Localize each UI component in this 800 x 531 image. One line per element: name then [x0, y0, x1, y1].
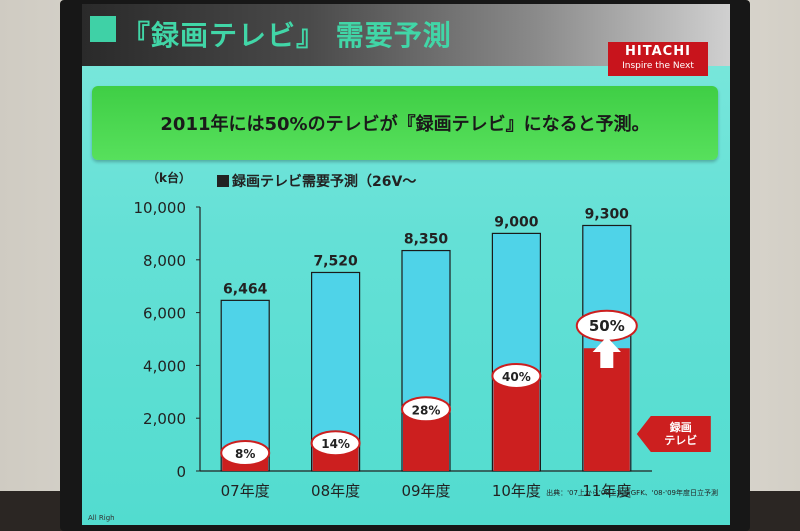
legend-label: テレビ — [664, 433, 697, 447]
chart-title-text: 録画テレビ需要予測（26V～ — [232, 174, 417, 190]
total-value-label: 6,464 — [223, 281, 268, 297]
y-tick-label: 0 — [176, 463, 186, 481]
total-value-label: 7,520 — [313, 253, 358, 269]
logo-tagline: Inspire the Next — [622, 61, 694, 71]
share-label: 28% — [412, 403, 441, 417]
legend-tag — [636, 416, 711, 453]
share-ellipse — [220, 440, 271, 466]
share-label: 14% — [321, 437, 350, 451]
x-tick-label: 11年度 — [582, 482, 631, 500]
share-label: 40% — [502, 370, 531, 384]
total-value-label: 9,300 — [585, 206, 630, 222]
total-value-label: 9,000 — [494, 214, 539, 230]
share-ellipse — [491, 362, 542, 389]
total-value-label: 8,350 — [404, 232, 449, 248]
x-tick-label: 07年度 — [221, 482, 270, 500]
x-tick-label: 08年度 — [311, 482, 360, 500]
recording-tv-bar — [493, 375, 540, 471]
slide-screen: 『録画テレビ』 需要予測 HITACHI Inspire the Next 20… — [82, 4, 730, 525]
y-tick-label: 8,000 — [143, 252, 186, 270]
share-ellipse — [310, 430, 361, 457]
headline-banner: 2011年には50%のテレビが『録画テレビ』になると予測。 — [92, 86, 718, 160]
share-label: 50% — [589, 317, 625, 335]
source-note: 出典：'07上から'08上実績GFK、'08-'09年度日立予測 — [546, 489, 718, 497]
recording-tv-bar — [583, 348, 630, 471]
bar-chart: 0 2,000 4,000 6,000 8,000 10,000 6,464 8% 07年度 7,… — [134, 199, 711, 500]
y-tick-label: 10,000 — [134, 199, 187, 217]
y-tick-label: 6,000 — [143, 305, 186, 323]
title-square-icon — [90, 16, 116, 42]
legend-label: 録画 — [670, 420, 692, 434]
y-tick-label: 2,000 — [143, 410, 186, 428]
headline-text: 2011年には50%のテレビが『録画テレビ』になると予測。 — [160, 114, 650, 135]
slide-title: 『録画テレビ』 需要予測 — [122, 19, 452, 52]
hitachi-logo: HITACHI Inspire the Next — [608, 42, 708, 76]
y-tick-label: 4,000 — [143, 357, 186, 375]
arrow-up-icon — [592, 336, 621, 368]
share-label: 8% — [235, 447, 255, 461]
x-tick-label: 09年度 — [401, 482, 450, 500]
logo-name: HITACHI — [625, 44, 691, 59]
chart-unit-label: （k台） — [147, 171, 191, 185]
share-ellipse — [401, 396, 451, 423]
copyright-fragment: All Righ — [88, 514, 115, 522]
chart-title: 録画テレビ需要予測（26V～ — [217, 171, 416, 191]
chart-title-square-icon — [217, 175, 229, 187]
x-tick-label: 10年度 — [492, 482, 541, 500]
